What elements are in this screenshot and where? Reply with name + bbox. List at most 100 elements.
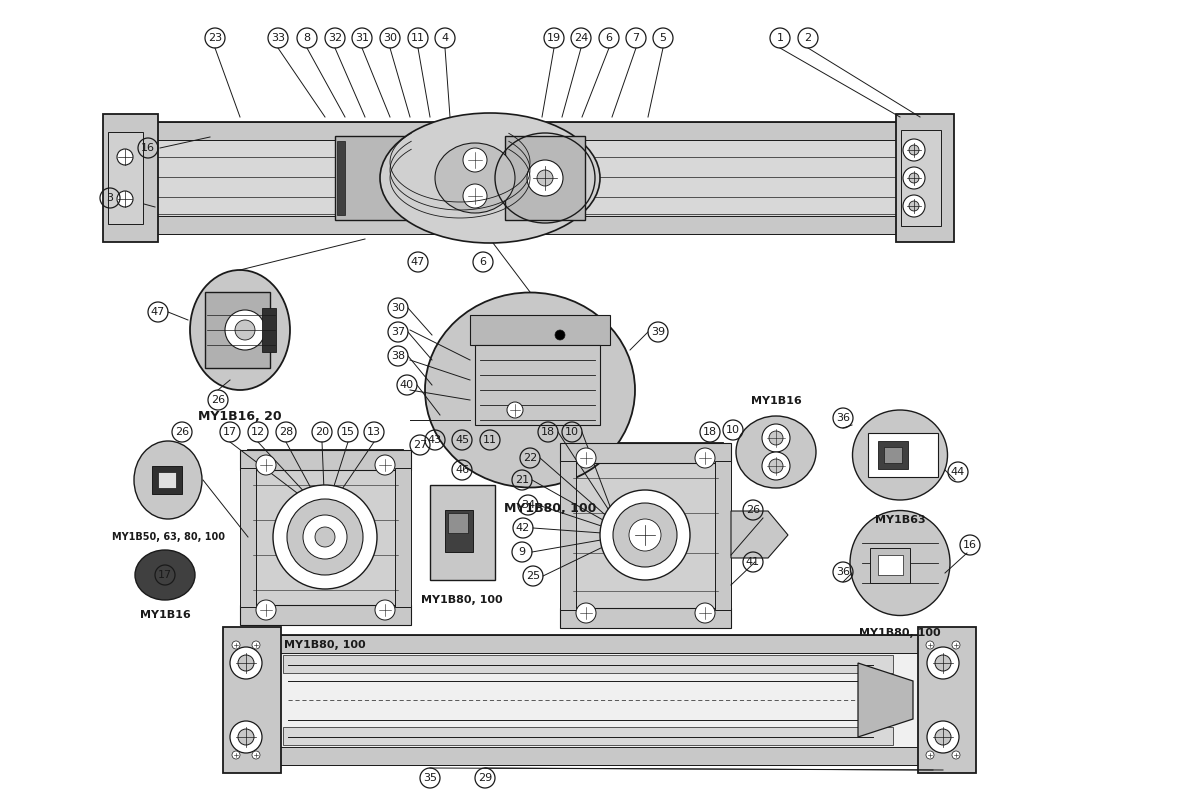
Text: 24: 24 (574, 33, 588, 43)
Text: 21: 21 (515, 475, 530, 485)
Text: 40: 40 (400, 380, 415, 390)
FancyBboxPatch shape (228, 747, 968, 765)
Text: 47: 47 (411, 257, 425, 267)
Circle shape (238, 729, 254, 745)
Circle shape (117, 149, 133, 165)
Circle shape (952, 751, 960, 759)
Text: MY1B80, 100: MY1B80, 100 (859, 628, 940, 638)
Circle shape (903, 167, 925, 189)
Circle shape (909, 173, 919, 183)
Text: 33: 33 (271, 33, 285, 43)
Circle shape (232, 751, 240, 759)
Circle shape (769, 431, 783, 445)
FancyBboxPatch shape (158, 472, 176, 488)
FancyBboxPatch shape (149, 140, 908, 216)
Ellipse shape (134, 441, 202, 519)
Text: 25: 25 (526, 571, 540, 581)
Text: MY1B80, 100: MY1B80, 100 (422, 595, 503, 605)
Circle shape (315, 527, 335, 547)
Circle shape (256, 455, 276, 475)
Text: 4: 4 (441, 33, 448, 43)
FancyBboxPatch shape (878, 441, 908, 469)
FancyBboxPatch shape (103, 114, 158, 242)
FancyBboxPatch shape (228, 635, 968, 653)
Text: 42: 42 (516, 523, 531, 533)
Circle shape (695, 603, 715, 623)
Text: 10: 10 (726, 425, 740, 435)
FancyBboxPatch shape (870, 548, 910, 583)
Circle shape (695, 448, 715, 468)
FancyBboxPatch shape (430, 485, 495, 580)
FancyBboxPatch shape (506, 136, 585, 220)
Circle shape (256, 600, 276, 620)
Ellipse shape (853, 410, 948, 500)
Text: 15: 15 (341, 427, 355, 437)
Ellipse shape (435, 143, 515, 213)
Text: 36: 36 (836, 567, 851, 577)
Text: MY1B80, 100: MY1B80, 100 (504, 502, 597, 515)
Circle shape (613, 503, 677, 567)
Ellipse shape (851, 510, 950, 615)
FancyBboxPatch shape (262, 308, 276, 352)
Text: 6: 6 (605, 33, 612, 43)
FancyBboxPatch shape (108, 132, 143, 224)
Circle shape (927, 721, 960, 753)
FancyBboxPatch shape (474, 345, 600, 425)
Text: 31: 31 (355, 33, 369, 43)
FancyBboxPatch shape (149, 122, 908, 140)
Circle shape (238, 655, 254, 671)
Text: 38: 38 (391, 351, 405, 361)
Text: 44: 44 (951, 467, 966, 477)
Ellipse shape (425, 293, 635, 487)
FancyBboxPatch shape (470, 315, 610, 345)
Text: 35: 35 (423, 773, 437, 783)
Text: 27: 27 (413, 440, 428, 450)
FancyBboxPatch shape (918, 627, 976, 773)
Text: 30: 30 (383, 33, 397, 43)
FancyBboxPatch shape (896, 114, 954, 242)
Text: 11: 11 (483, 435, 497, 445)
Text: 18: 18 (541, 427, 555, 437)
Text: 29: 29 (478, 773, 492, 783)
Text: 11: 11 (411, 33, 425, 43)
Text: 41: 41 (746, 557, 760, 567)
Text: 16: 16 (963, 540, 978, 550)
Circle shape (762, 424, 789, 452)
Circle shape (909, 201, 919, 211)
Circle shape (303, 515, 347, 559)
Text: 17: 17 (158, 570, 173, 580)
Polygon shape (731, 511, 788, 558)
Text: MY1B16: MY1B16 (140, 610, 190, 620)
Text: 17: 17 (223, 427, 237, 437)
Text: 13: 13 (367, 427, 381, 437)
FancyBboxPatch shape (559, 461, 576, 610)
Text: 2: 2 (804, 33, 811, 43)
Text: 47: 47 (151, 307, 165, 317)
FancyBboxPatch shape (248, 450, 403, 625)
Ellipse shape (380, 113, 600, 243)
Text: 37: 37 (391, 327, 405, 337)
FancyBboxPatch shape (283, 727, 893, 745)
Circle shape (117, 191, 133, 207)
FancyBboxPatch shape (223, 627, 282, 773)
FancyBboxPatch shape (283, 655, 893, 673)
Circle shape (555, 330, 565, 340)
Circle shape (537, 170, 553, 186)
Text: 18: 18 (703, 427, 718, 437)
Text: 28: 28 (279, 427, 294, 437)
Circle shape (507, 402, 524, 418)
FancyBboxPatch shape (715, 461, 731, 610)
Circle shape (230, 647, 262, 679)
Circle shape (903, 195, 925, 217)
Text: 16: 16 (141, 143, 155, 153)
Circle shape (576, 603, 595, 623)
Text: 36: 36 (836, 413, 851, 423)
Text: 30: 30 (391, 303, 405, 313)
Text: MY1B16, 20: MY1B16, 20 (198, 410, 282, 423)
Circle shape (273, 485, 377, 589)
Text: 5: 5 (660, 33, 666, 43)
Text: 45: 45 (455, 435, 470, 445)
FancyBboxPatch shape (335, 136, 420, 220)
FancyBboxPatch shape (901, 130, 940, 226)
Circle shape (903, 139, 925, 161)
